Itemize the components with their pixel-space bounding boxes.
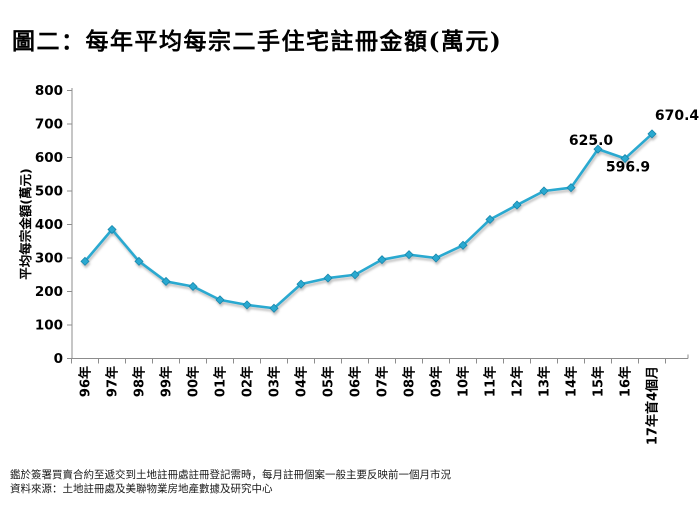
x-tick-label: 12年: [510, 366, 526, 397]
y-tick-label: 500: [35, 184, 63, 200]
x-tick-label: 16年: [618, 366, 634, 397]
data-point-label: 670.4: [655, 108, 700, 124]
footnote-note: 鑑於簽署買賣合約至遞交到土地註冊處註冊登記需時，每月註冊個案一般主要反映前一個月…: [10, 469, 451, 481]
x-tick-label: 97年: [105, 366, 121, 397]
footnote: 鑑於簽署買賣合約至遞交到土地註冊處註冊登記需時，每月註冊個案一般主要反映前一個月…: [10, 468, 690, 496]
data-point-marker: [620, 153, 630, 164]
data-point-marker: [512, 200, 522, 210]
data-point-marker: [485, 214, 495, 225]
x-tick-label: 08年: [402, 366, 418, 397]
page-title: 圖二：每年平均每宗二手住宅註冊金額(萬元): [12, 28, 503, 55]
data-point-marker: [296, 279, 306, 289]
x-tick-label: 11年: [483, 366, 499, 397]
data-point-marker: [431, 253, 441, 263]
x-tick-label: 96年: [78, 366, 94, 397]
y-tick-label: 100: [35, 318, 63, 334]
x-tick-label: 04年: [294, 366, 310, 397]
y-axis-title: 平均每宗金額(萬元): [18, 168, 33, 279]
x-tick-label: 02年: [240, 366, 256, 397]
data-point-marker: [188, 281, 198, 292]
x-tick-label: 15年: [591, 366, 607, 397]
y-tick-label: 600: [35, 150, 63, 166]
x-tick-label: 05年: [321, 366, 337, 397]
data-point-marker: [377, 255, 387, 265]
footnote-source: 資料來源：土地註冊處及美聯物業房地產數據及研究中心: [10, 483, 273, 495]
x-tick-label: 17年首4個月: [645, 366, 661, 445]
data-point-marker: [647, 129, 657, 139]
y-tick-label: 200: [35, 284, 63, 300]
x-tick-label: 01年: [213, 366, 229, 397]
x-tick-label: 14年: [564, 366, 580, 397]
x-tick-label: 09年: [429, 366, 445, 397]
data-point-marker: [539, 186, 549, 196]
data-point-marker: [134, 256, 144, 266]
data-series: [80, 129, 657, 313]
data-point-marker: [566, 183, 576, 193]
x-tick-label: 98年: [132, 366, 148, 397]
x-tick-label: 06年: [348, 366, 364, 397]
data-point-marker: [350, 270, 360, 280]
data-point-marker: [215, 295, 225, 305]
data-point-marker: [458, 240, 468, 250]
x-tick-label: 99年: [159, 366, 175, 397]
data-point-label: 625.0: [569, 133, 614, 149]
data-point-marker: [323, 273, 333, 283]
x-tick-label: 13年: [537, 366, 553, 397]
x-tick-label: 03年: [267, 366, 283, 397]
line-chart: 0 100 200 300 400 500 600 700 800 96年 97年 98年 99年 00年…: [18, 83, 700, 445]
y-tick-label: 400: [35, 217, 63, 233]
x-tick-label: 10年: [456, 366, 472, 397]
y-tick-label: 0: [54, 351, 63, 367]
data-point-marker: [269, 303, 279, 313]
x-tick-label: 07年: [375, 366, 391, 397]
data-point-marker: [593, 144, 603, 154]
x-tick-label: 00年: [186, 366, 202, 397]
series-line: [83, 132, 654, 310]
data-point-marker: [242, 300, 252, 310]
data-point-marker: [404, 250, 414, 260]
y-tick-label: 700: [35, 117, 63, 133]
y-tick-label: 800: [35, 83, 63, 99]
data-point-marker: [107, 224, 117, 235]
y-tick-label: 300: [35, 251, 63, 267]
data-point-marker: [161, 276, 171, 287]
data-point-marker: [80, 256, 90, 266]
data-point-label: 596.9: [606, 160, 650, 176]
